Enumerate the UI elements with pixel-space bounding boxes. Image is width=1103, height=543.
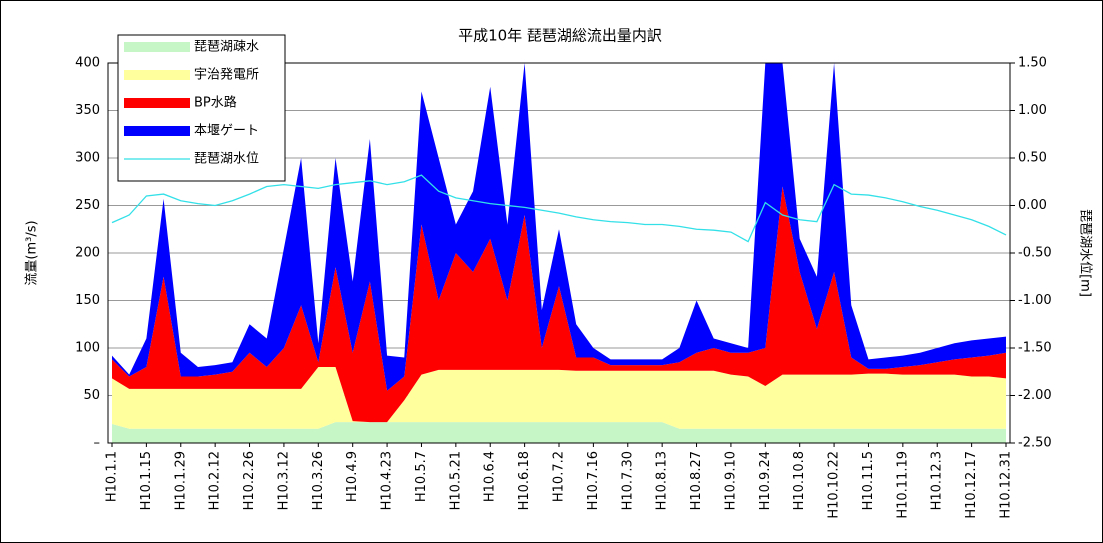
x-tick-label: H10.5.21: [448, 451, 463, 510]
x-tick-label: H10.1.29: [173, 451, 188, 510]
legend-label: BP水路: [194, 95, 237, 111]
x-tick-label: H10.4.9: [345, 451, 360, 502]
legend-label: 琵琶湖水位: [194, 152, 259, 167]
x-tick-label: H10.2.12: [208, 451, 223, 510]
x-tick-label: H10.2.26: [242, 451, 257, 510]
x-tick-label: H10.1.1: [105, 451, 120, 502]
x-tick-label: H10.9.24: [758, 451, 773, 510]
legend-swatch: [124, 70, 190, 80]
area: [112, 63, 1006, 391]
x-tick-label: H10.1.15: [139, 451, 154, 510]
x-tick-label: H10.11.5: [861, 451, 876, 510]
x-tick-label: H10.7.2: [552, 451, 567, 502]
x-tick-label: H10.12.31: [999, 451, 1014, 519]
legend-label: 本堰ゲート: [194, 124, 259, 139]
x-tick-label: H10.6.18: [517, 451, 532, 510]
line: [111, 174, 1007, 243]
x-tick-label: H10.11.19: [895, 451, 910, 519]
x-tick-label: H10.12.3: [930, 451, 945, 510]
y-tick-label: 200: [75, 246, 100, 261]
legend-swatch: [124, 42, 190, 52]
x-tick-label: H10.10.22: [827, 451, 842, 519]
y2-tick-label: 1.00: [1018, 103, 1047, 118]
x-tick-label: H10.6.4: [483, 451, 498, 502]
y-axis-label: 流量(m³/s): [25, 220, 40, 285]
x-tick-label: H10.12.17: [964, 451, 979, 519]
y2-tick-label: -2.00: [1018, 388, 1052, 403]
y2-tick-label: 0.00: [1018, 198, 1047, 213]
y-tick-label: 50: [83, 388, 100, 403]
x-tick-label: H10.5.7: [414, 451, 429, 502]
area: [112, 422, 1006, 443]
x-tick-label: H10.4.23: [380, 451, 395, 510]
area: [112, 186, 1006, 423]
legend-swatch: [124, 126, 190, 136]
legend-label: 宇治発電所: [194, 68, 259, 83]
y2-tick-label: -1.50: [1018, 341, 1052, 356]
y2-tick-label: -1.00: [1018, 293, 1052, 308]
chart-title: 平成10年 琵琶湖総流出量内訳: [458, 27, 662, 45]
x-tick-label: H10.10.8: [792, 451, 807, 510]
x-tick-label: H10.7.16: [586, 451, 601, 510]
y-tick-label: 350: [75, 103, 100, 118]
x-tick-label: H10.9.10: [723, 451, 738, 510]
y2-tick-label: 0.50: [1018, 151, 1047, 166]
x-tick-label: H10.8.13: [655, 451, 670, 510]
x-tick-label: H10.3.26: [311, 451, 326, 510]
y-tick-label: 300: [75, 151, 100, 166]
area: [112, 367, 1006, 429]
y-tick-label: 100: [75, 341, 100, 356]
x-tick-label: H10.3.12: [276, 451, 291, 510]
legend-label: 琵琶湖疎水: [194, 40, 259, 55]
y-tick-label: 250: [75, 198, 100, 213]
legend-swatch: [124, 98, 190, 108]
x-tick-label: H10.8.27: [689, 451, 704, 510]
y2-tick-label: 1.50: [1018, 56, 1047, 71]
y-tick-label: 400: [75, 56, 100, 71]
y2-axis-label: 琵琶湖水位[m]: [1078, 209, 1093, 297]
y-tick-label: –: [94, 436, 101, 451]
y-tick-label: 150: [75, 293, 100, 308]
x-tick-label: H10.7.30: [620, 451, 635, 510]
y2-tick-label: -2.50: [1018, 436, 1052, 451]
y2-tick-label: -0.50: [1018, 246, 1052, 261]
